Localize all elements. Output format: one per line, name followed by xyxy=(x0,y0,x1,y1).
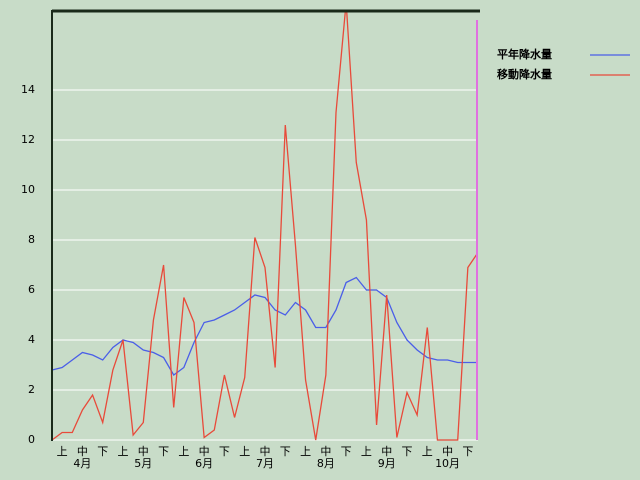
x-tick-label: 中 xyxy=(77,445,88,458)
x-tick-label: 上 xyxy=(422,445,433,458)
x-tick-label: 上 xyxy=(178,445,189,458)
month-label: 9月 xyxy=(378,457,396,470)
x-tick-label: 下 xyxy=(97,445,108,458)
y-tick-label: 14 xyxy=(21,83,35,96)
legend-label: 平年降水量 xyxy=(497,47,552,61)
y-tick-label: 10 xyxy=(21,183,35,196)
labels: 02468101214上中下上中下上中下上中下上中下上中下上中下4月 5月 6月 7月… xyxy=(21,47,630,470)
x-tick-label: 上 xyxy=(118,445,129,458)
y-tick-label: 8 xyxy=(28,233,35,246)
x-tick-label: 上 xyxy=(300,445,311,458)
x-tick-label: 上 xyxy=(57,445,68,458)
y-tick-label: 6 xyxy=(28,283,35,296)
month-label: 7月 xyxy=(256,457,274,470)
month-label: 4月 xyxy=(73,457,91,470)
x-tick-label: 中 xyxy=(442,445,453,458)
y-tick-label: 2 xyxy=(28,383,35,396)
x-tick-label: 下 xyxy=(402,445,413,458)
y-tick-label: 12 xyxy=(21,133,35,146)
x-tick-label: 下 xyxy=(219,445,230,458)
x-tick-label: 中 xyxy=(320,445,331,458)
month-label: 5月 xyxy=(134,457,152,470)
month-label: 6月 xyxy=(195,457,213,470)
x-tick-label: 下 xyxy=(280,445,291,458)
x-tick-label: 上 xyxy=(239,445,250,458)
plot xyxy=(52,11,478,441)
series-line xyxy=(52,11,478,441)
legend-label: 移動降水量 xyxy=(497,67,552,81)
x-tick-label: 中 xyxy=(199,445,210,458)
x-tick-label: 上 xyxy=(361,445,372,458)
x-tick-label: 中 xyxy=(260,445,271,458)
x-tick-label: 下 xyxy=(341,445,352,458)
x-tick-label: 下 xyxy=(158,445,169,458)
x-tick-label: 下 xyxy=(462,445,473,458)
y-tick-label: 0 xyxy=(28,433,35,446)
x-tick-label: 中 xyxy=(138,445,149,458)
y-tick-label: 4 xyxy=(28,333,35,346)
month-label: 8月 xyxy=(317,457,335,470)
month-label: 10月 xyxy=(435,457,460,470)
x-tick-label: 中 xyxy=(381,445,392,458)
